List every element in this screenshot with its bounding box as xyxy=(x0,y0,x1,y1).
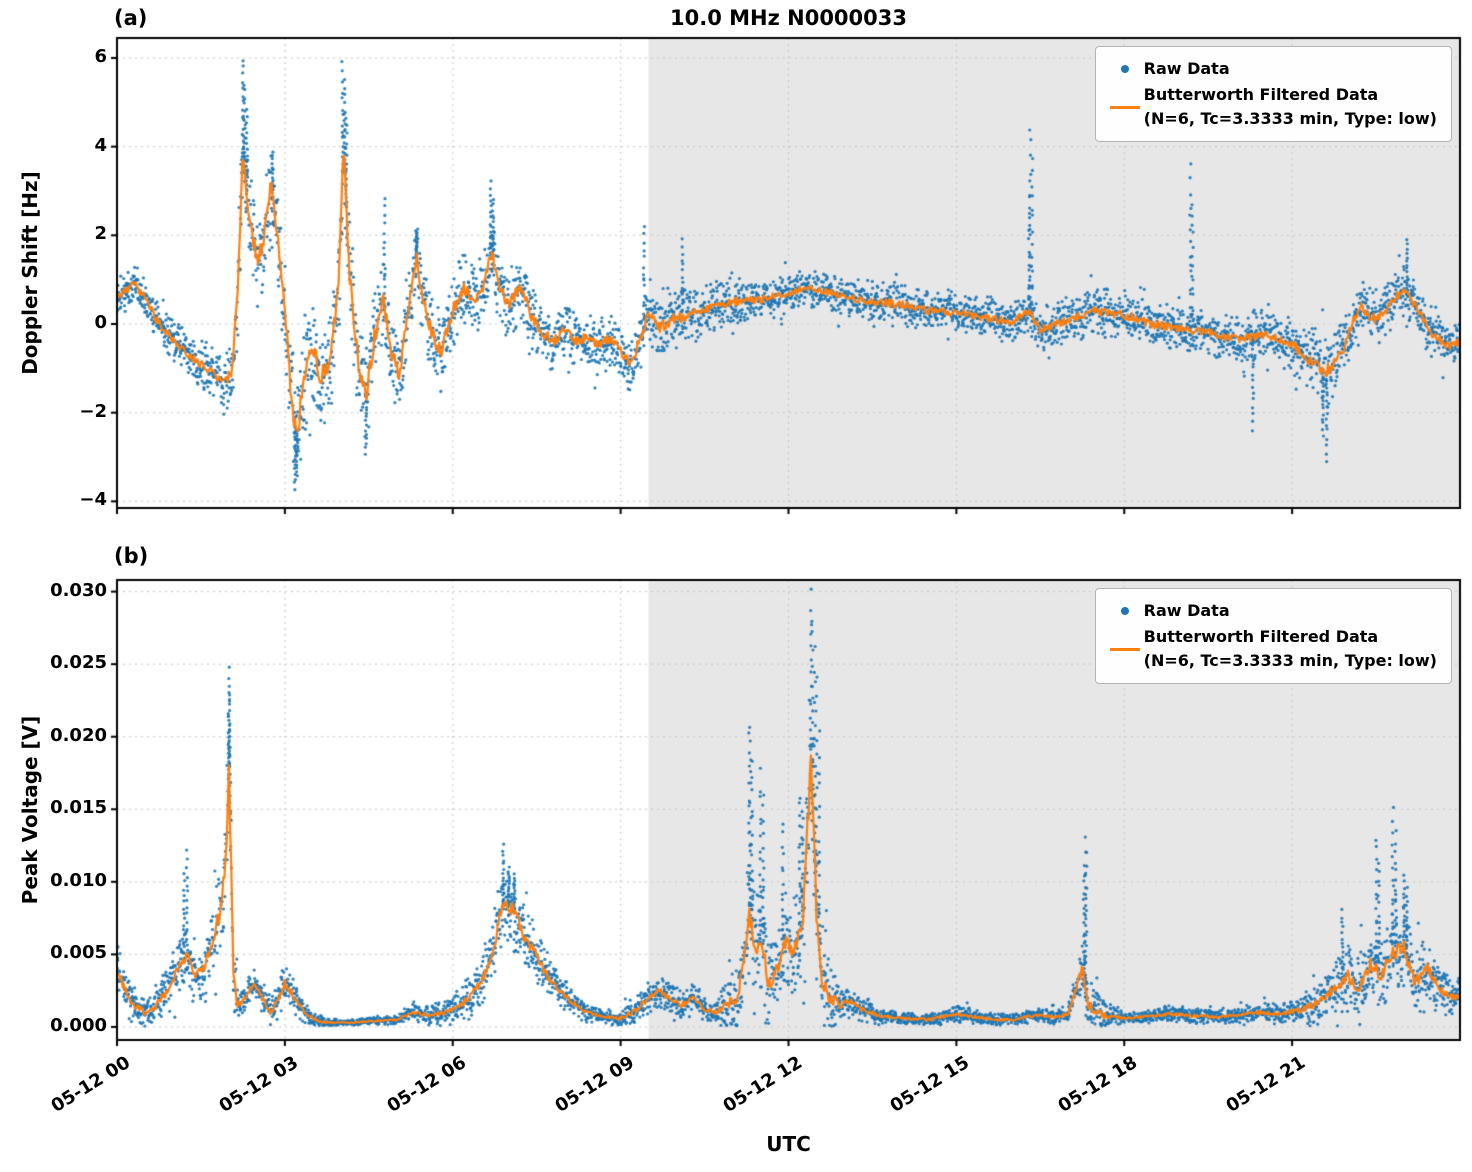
y-tick-label: 0.000 xyxy=(50,1014,107,1036)
legend-filtered-label-block: Butterworth Filtered Data (N=6, Tc=3.333… xyxy=(1144,625,1437,673)
legend-filtered-sublabel: (N=6, Tc=3.3333 min, Type: low) xyxy=(1143,109,1437,128)
legend-row-raw: Raw Data xyxy=(1106,57,1437,81)
legend-row-raw: Raw Data xyxy=(1106,599,1437,623)
y-tick-label: 4 xyxy=(94,134,107,156)
legend-panel-b: Raw Data Butterworth Filtered Data (N=6,… xyxy=(1094,588,1452,684)
y-tick-label: 0.010 xyxy=(50,869,107,891)
panel-a-label: (a) xyxy=(114,6,148,30)
legend-raw-label: Raw Data xyxy=(1143,601,1230,620)
y-tick-label: −2 xyxy=(79,400,107,422)
filtered-line-marker-icon xyxy=(1109,647,1140,651)
y-tick-label: 6 xyxy=(94,45,107,67)
legend-filtered-label: Butterworth Filtered Data xyxy=(1143,85,1379,104)
y-axis-label-doppler: Doppler Shift [Hz] xyxy=(18,171,42,375)
legend-filtered-label: Butterworth Filtered Data xyxy=(1143,627,1379,646)
legend-raw-label: Raw Data xyxy=(1143,59,1230,78)
legend-filtered-sublabel: (N=6, Tc=3.3333 min, Type: low) xyxy=(1143,651,1437,670)
figure-title: 10.0 MHz N0000033 xyxy=(670,6,907,30)
y-tick-label: 0 xyxy=(94,311,107,333)
filtered-line-marker-icon xyxy=(1109,105,1140,109)
y-tick-label: −4 xyxy=(79,489,107,511)
y-tick-label: 0.015 xyxy=(50,797,107,819)
legend-filtered-label-block: Butterworth Filtered Data (N=6, Tc=3.333… xyxy=(1144,83,1437,131)
y-tick-label: 0.020 xyxy=(50,724,107,746)
raw-data-marker-icon xyxy=(1120,65,1129,73)
y-tick-label: 0.005 xyxy=(50,942,107,964)
raw-data-marker-icon xyxy=(1120,607,1129,615)
legend-handle xyxy=(1106,647,1144,651)
legend-row-filtered: Butterworth Filtered Data (N=6, Tc=3.333… xyxy=(1106,625,1437,673)
legend-row-filtered: Butterworth Filtered Data (N=6, Tc=3.333… xyxy=(1106,83,1437,131)
legend-handle xyxy=(1106,607,1144,615)
y-axis-label-voltage: Peak Voltage [V] xyxy=(18,715,42,905)
y-tick-label: 0.030 xyxy=(50,579,107,601)
y-tick-label: 2 xyxy=(94,223,107,245)
y-tick-label: 0.025 xyxy=(50,652,107,674)
legend-handle xyxy=(1106,105,1144,109)
legend-handle xyxy=(1106,65,1144,73)
panel-b-label: (b) xyxy=(114,544,149,568)
x-axis-label: UTC xyxy=(766,1132,811,1156)
legend-panel-a: Raw Data Butterworth Filtered Data (N=6,… xyxy=(1094,46,1452,142)
